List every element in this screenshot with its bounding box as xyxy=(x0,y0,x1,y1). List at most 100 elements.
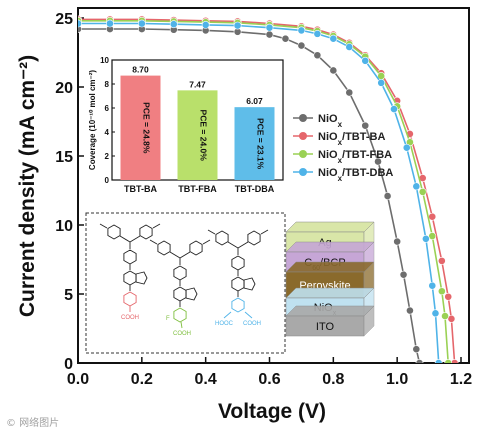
series-point-3 xyxy=(421,234,430,243)
benzene-ring xyxy=(173,307,187,323)
bond xyxy=(129,235,141,243)
benzene-ring xyxy=(215,230,229,246)
series-point-0 xyxy=(412,345,421,354)
x-tick-label: 0.2 xyxy=(131,371,153,388)
carboxyl-label: COOH xyxy=(121,315,139,321)
series-point-3 xyxy=(201,20,210,29)
series-point-1 xyxy=(437,256,446,265)
bond xyxy=(223,311,232,319)
series-point-3 xyxy=(169,20,178,29)
x-tick-label: 0.6 xyxy=(258,371,280,388)
inset-bar-1 xyxy=(177,90,218,180)
bond xyxy=(202,239,211,245)
series-point-0 xyxy=(361,121,370,130)
molecule-tbt-ba: COOH xyxy=(99,223,161,321)
layer-top-4 xyxy=(285,305,375,317)
series-point-2 xyxy=(444,359,453,363)
fluorine-label: F xyxy=(166,316,170,322)
series-point-3 xyxy=(297,26,306,35)
series-point-2 xyxy=(441,312,449,320)
molecule-structures: COOH F COOH HOOC COOH xyxy=(85,212,286,354)
inset-y-tick-label: 8 xyxy=(105,80,110,89)
layer-side-4 xyxy=(363,305,375,337)
y-tick-label: 10 xyxy=(55,218,73,235)
thiadiazole-ring xyxy=(185,287,198,301)
series-point-3 xyxy=(329,34,338,43)
series-point-3 xyxy=(345,43,354,51)
series-point-0 xyxy=(265,30,274,39)
series-point-3 xyxy=(428,281,437,290)
series-point-2 xyxy=(437,287,446,296)
inset-coverage-chart: Coverage (10⁻¹⁰ mol cm⁻²) 0 2 4 6 8 10 8.70 PCE… xyxy=(84,56,290,200)
bond xyxy=(119,235,131,243)
legend-label-3: NiOx/TBT-DBA xyxy=(318,167,393,183)
series-point-3 xyxy=(106,19,114,28)
x-axis-title: Voltage (V) xyxy=(218,400,326,423)
series-point-3 xyxy=(431,309,440,318)
layer-top-1 xyxy=(285,241,375,253)
molecule-tbt-fba: F COOH xyxy=(149,239,211,337)
inset-y-tick-label: 2 xyxy=(105,152,110,161)
jv-curves xyxy=(78,15,459,363)
inset-bar-label-2: PCE = 23.1% xyxy=(256,118,266,170)
x-tick-label: 1.0 xyxy=(386,371,408,388)
x-tick-label: 0.4 xyxy=(195,371,217,388)
y-axis: 0 5 10 15 20 25 xyxy=(55,11,84,373)
series-point-3 xyxy=(390,105,398,113)
molecule-drawings: COOH F COOH HOOC COOH xyxy=(99,223,269,337)
series-point-3 xyxy=(402,143,411,152)
bond xyxy=(180,321,183,329)
legend-label-2: NiOx/TBT-FBA xyxy=(318,149,392,165)
inset-category-label-2: TBT-DBA xyxy=(235,184,275,194)
legend-label-1: NiOx/TBT-BA xyxy=(318,131,385,147)
benzene-ring xyxy=(231,297,245,313)
inset-bar-label-1: PCE = 24.0% xyxy=(199,110,209,162)
series-point-0 xyxy=(297,41,306,50)
legend-marker-2 xyxy=(299,150,307,158)
series-line-3 xyxy=(78,22,440,363)
series-point-3 xyxy=(137,19,146,28)
legend-marker-1 xyxy=(299,132,307,140)
legend: NiOx NiOx/TBT-BA NiOx/TBT-FBA NiOx/TBT-DBA xyxy=(293,113,393,183)
inset-bar-2 xyxy=(234,107,275,180)
y-tick-label: 25 xyxy=(55,11,73,28)
bond xyxy=(99,223,108,229)
thiadiazole-ring xyxy=(243,277,256,291)
legend-label-0: NiOx xyxy=(318,113,343,129)
inset-category-label-0: TBT-BA xyxy=(124,184,157,194)
legend-marker-3 xyxy=(299,168,307,176)
series-point-0 xyxy=(374,157,382,166)
series-point-2 xyxy=(418,187,427,196)
carboxyl-label: COOH xyxy=(173,331,191,337)
molecule-tbt-dba: HOOC COOH xyxy=(207,229,269,327)
y-tick-label: 0 xyxy=(64,356,73,373)
inset-value-label-0: 8.70 xyxy=(132,65,149,75)
series-point-3 xyxy=(313,29,322,38)
series-point-1 xyxy=(447,314,456,323)
bond xyxy=(237,241,249,249)
inset-value-label-2: 6.07 xyxy=(246,96,263,106)
series-point-3 xyxy=(412,182,421,191)
y-tick-label: 15 xyxy=(55,149,73,166)
inset-y-axis-title: Coverage (10⁻¹⁰ mol cm⁻²) xyxy=(88,70,97,170)
series-point-0 xyxy=(383,192,392,200)
series-point-3 xyxy=(361,56,370,65)
series-point-1 xyxy=(428,212,437,221)
bond xyxy=(149,239,158,245)
series-point-3 xyxy=(233,21,242,30)
device-stack: AgC60/BCPPerovskiteNiOxITO xyxy=(285,221,375,337)
inset-bars: 0 2 4 6 8 10 8.70 PCE = 24.8% TBT-BA 7.47 PCE = 24… xyxy=(100,56,275,194)
inset-bar-0 xyxy=(120,75,161,180)
layer-top-3 xyxy=(285,287,375,299)
series-point-1 xyxy=(444,292,453,301)
series-point-3 xyxy=(265,23,274,32)
inset-y-tick-label: 4 xyxy=(105,128,110,137)
benzene-ring xyxy=(107,224,121,240)
plot-frame xyxy=(77,7,470,364)
layer-top-0 xyxy=(285,221,375,233)
series-point-3 xyxy=(78,19,82,28)
bond xyxy=(207,229,216,235)
legend-marker-0 xyxy=(299,114,307,122)
x-tick-label: 0.0 xyxy=(67,371,89,388)
series-point-0 xyxy=(281,34,290,43)
